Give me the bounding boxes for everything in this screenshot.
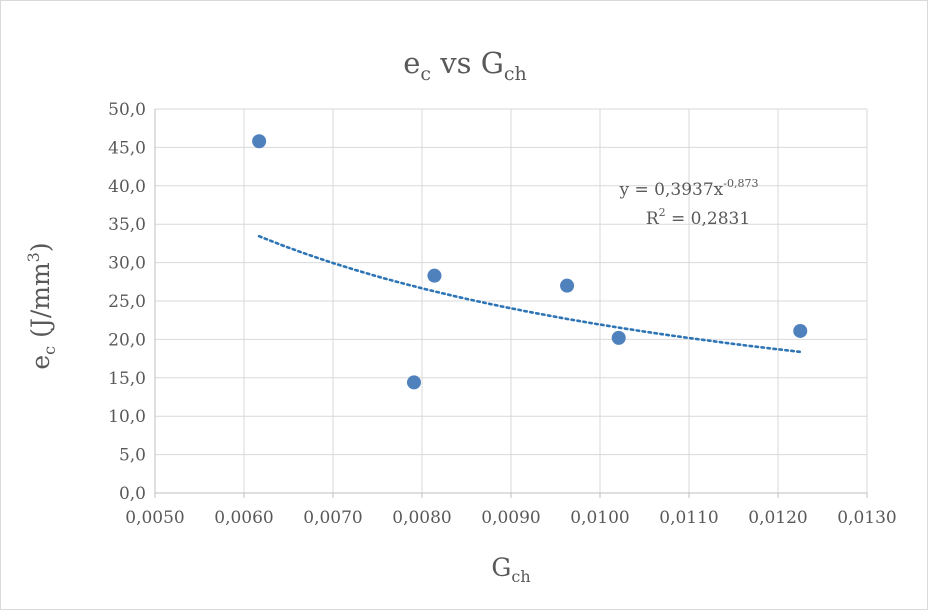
trendline-layer [257, 234, 802, 354]
data-points [252, 134, 808, 390]
y-tick-label: 50,0 [108, 100, 146, 120]
trendline-equation: y = 0,3937x-0,873 [619, 177, 759, 200]
data-point [793, 323, 808, 338]
x-tick-label: 0,0130 [837, 508, 896, 528]
x-tick-label: 0,0090 [481, 508, 540, 528]
data-point [252, 134, 267, 149]
data-point [560, 278, 575, 293]
grid-lines [154, 108, 868, 498]
y-axis-title: ec (J/mm3) [24, 242, 59, 369]
x-tick-label: 0,0050 [125, 508, 184, 528]
y-tick-label: 0,0 [119, 484, 146, 504]
chart-title: ec vs Gch [403, 46, 527, 85]
y-tick-label: 30,0 [108, 254, 146, 274]
data-point [611, 330, 626, 345]
trendline-r-squared: R2 = 0,2831 [646, 206, 750, 229]
x-tick-label: 0,0080 [392, 508, 451, 528]
y-tick-label: 25,0 [108, 292, 146, 312]
x-tick-label: 0,0070 [303, 508, 362, 528]
tick-labels: 0,0 5,0 10,0 15,0 20,0 25,0 30,0 35,0 40,0 45,0 50… [108, 100, 897, 528]
y-tick-label: 35,0 [108, 215, 146, 235]
x-axis-title: Gch [491, 553, 530, 586]
y-tick-label: 15,0 [108, 369, 146, 389]
x-tick-label: 0,0100 [570, 508, 629, 528]
y-tick-label: 45,0 [108, 138, 146, 158]
trendline [257, 234, 802, 354]
x-tick-label: 0,0110 [659, 508, 718, 528]
data-point [406, 375, 421, 390]
data-point [427, 268, 442, 283]
x-tick-label: 0,0120 [748, 508, 807, 528]
y-tick-label: 5,0 [119, 446, 146, 466]
y-tick-label: 20,0 [108, 330, 146, 350]
x-tick-label: 0,0060 [214, 508, 273, 528]
y-tick-label: 40,0 [108, 177, 146, 197]
y-tick-label: 10,0 [108, 407, 146, 427]
